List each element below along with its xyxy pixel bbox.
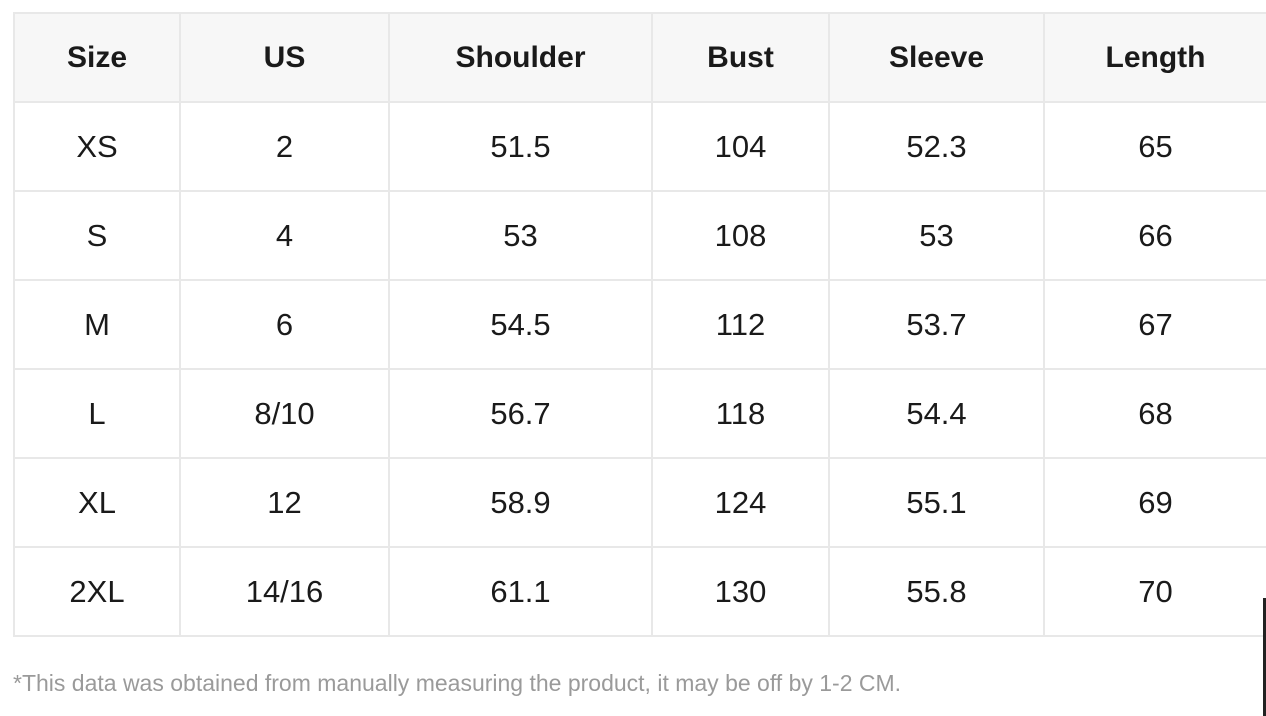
cell-size: L	[13, 368, 181, 459]
cell-bust: 124	[651, 457, 830, 548]
header-length: Length	[1043, 12, 1266, 103]
cell-shoulder: 54.5	[388, 279, 653, 370]
cell-sleeve: 55.1	[828, 457, 1045, 548]
cell-sleeve: 53.7	[828, 279, 1045, 370]
cell-bust: 108	[651, 190, 830, 281]
header-size: Size	[13, 12, 181, 103]
table-row: S 4 53 108 53 66	[13, 190, 1266, 281]
cell-sleeve: 53	[828, 190, 1045, 281]
table-row: M 6 54.5 112 53.7 67	[13, 279, 1266, 370]
table-header-row: Size US Shoulder Bust Sleeve Length	[13, 12, 1266, 103]
cell-us: 12	[179, 457, 390, 548]
cell-size: XS	[13, 101, 181, 192]
cell-us: 8/10	[179, 368, 390, 459]
cell-sleeve: 52.3	[828, 101, 1045, 192]
table-row: L 8/10 56.7 118 54.4 68	[13, 368, 1266, 459]
cell-bust: 112	[651, 279, 830, 370]
header-shoulder: Shoulder	[388, 12, 653, 103]
cell-length: 67	[1043, 279, 1266, 370]
cell-shoulder: 56.7	[388, 368, 653, 459]
cell-sleeve: 54.4	[828, 368, 1045, 459]
cell-length: 68	[1043, 368, 1266, 459]
cell-shoulder: 51.5	[388, 101, 653, 192]
cell-shoulder: 61.1	[388, 546, 653, 637]
cell-shoulder: 53	[388, 190, 653, 281]
cell-size: M	[13, 279, 181, 370]
cell-us: 14/16	[179, 546, 390, 637]
cell-us: 2	[179, 101, 390, 192]
cell-length: 66	[1043, 190, 1266, 281]
cell-length: 65	[1043, 101, 1266, 192]
cell-us: 6	[179, 279, 390, 370]
measurement-disclaimer: *This data was obtained from manually me…	[13, 670, 902, 696]
cell-size: 2XL	[13, 546, 181, 637]
cell-length: 70	[1043, 546, 1266, 637]
table-row: XL 12 58.9 124 55.1 69	[13, 457, 1266, 548]
header-sleeve: Sleeve	[828, 12, 1045, 103]
cell-size: S	[13, 190, 181, 281]
size-chart-table: Size US Shoulder Bust Sleeve Length XS 2…	[13, 12, 1266, 637]
cell-length: 69	[1043, 457, 1266, 548]
cell-bust: 118	[651, 368, 830, 459]
cell-sleeve: 55.8	[828, 546, 1045, 637]
cell-bust: 130	[651, 546, 830, 637]
table-row: 2XL 14/16 61.1 130 55.8 70	[13, 546, 1266, 637]
scrollbar-edge[interactable]	[1263, 598, 1266, 716]
header-us: US	[179, 12, 390, 103]
cell-us: 4	[179, 190, 390, 281]
header-bust: Bust	[651, 12, 830, 103]
cell-size: XL	[13, 457, 181, 548]
cell-bust: 104	[651, 101, 830, 192]
cell-shoulder: 58.9	[388, 457, 653, 548]
table-row: XS 2 51.5 104 52.3 65	[13, 101, 1266, 192]
